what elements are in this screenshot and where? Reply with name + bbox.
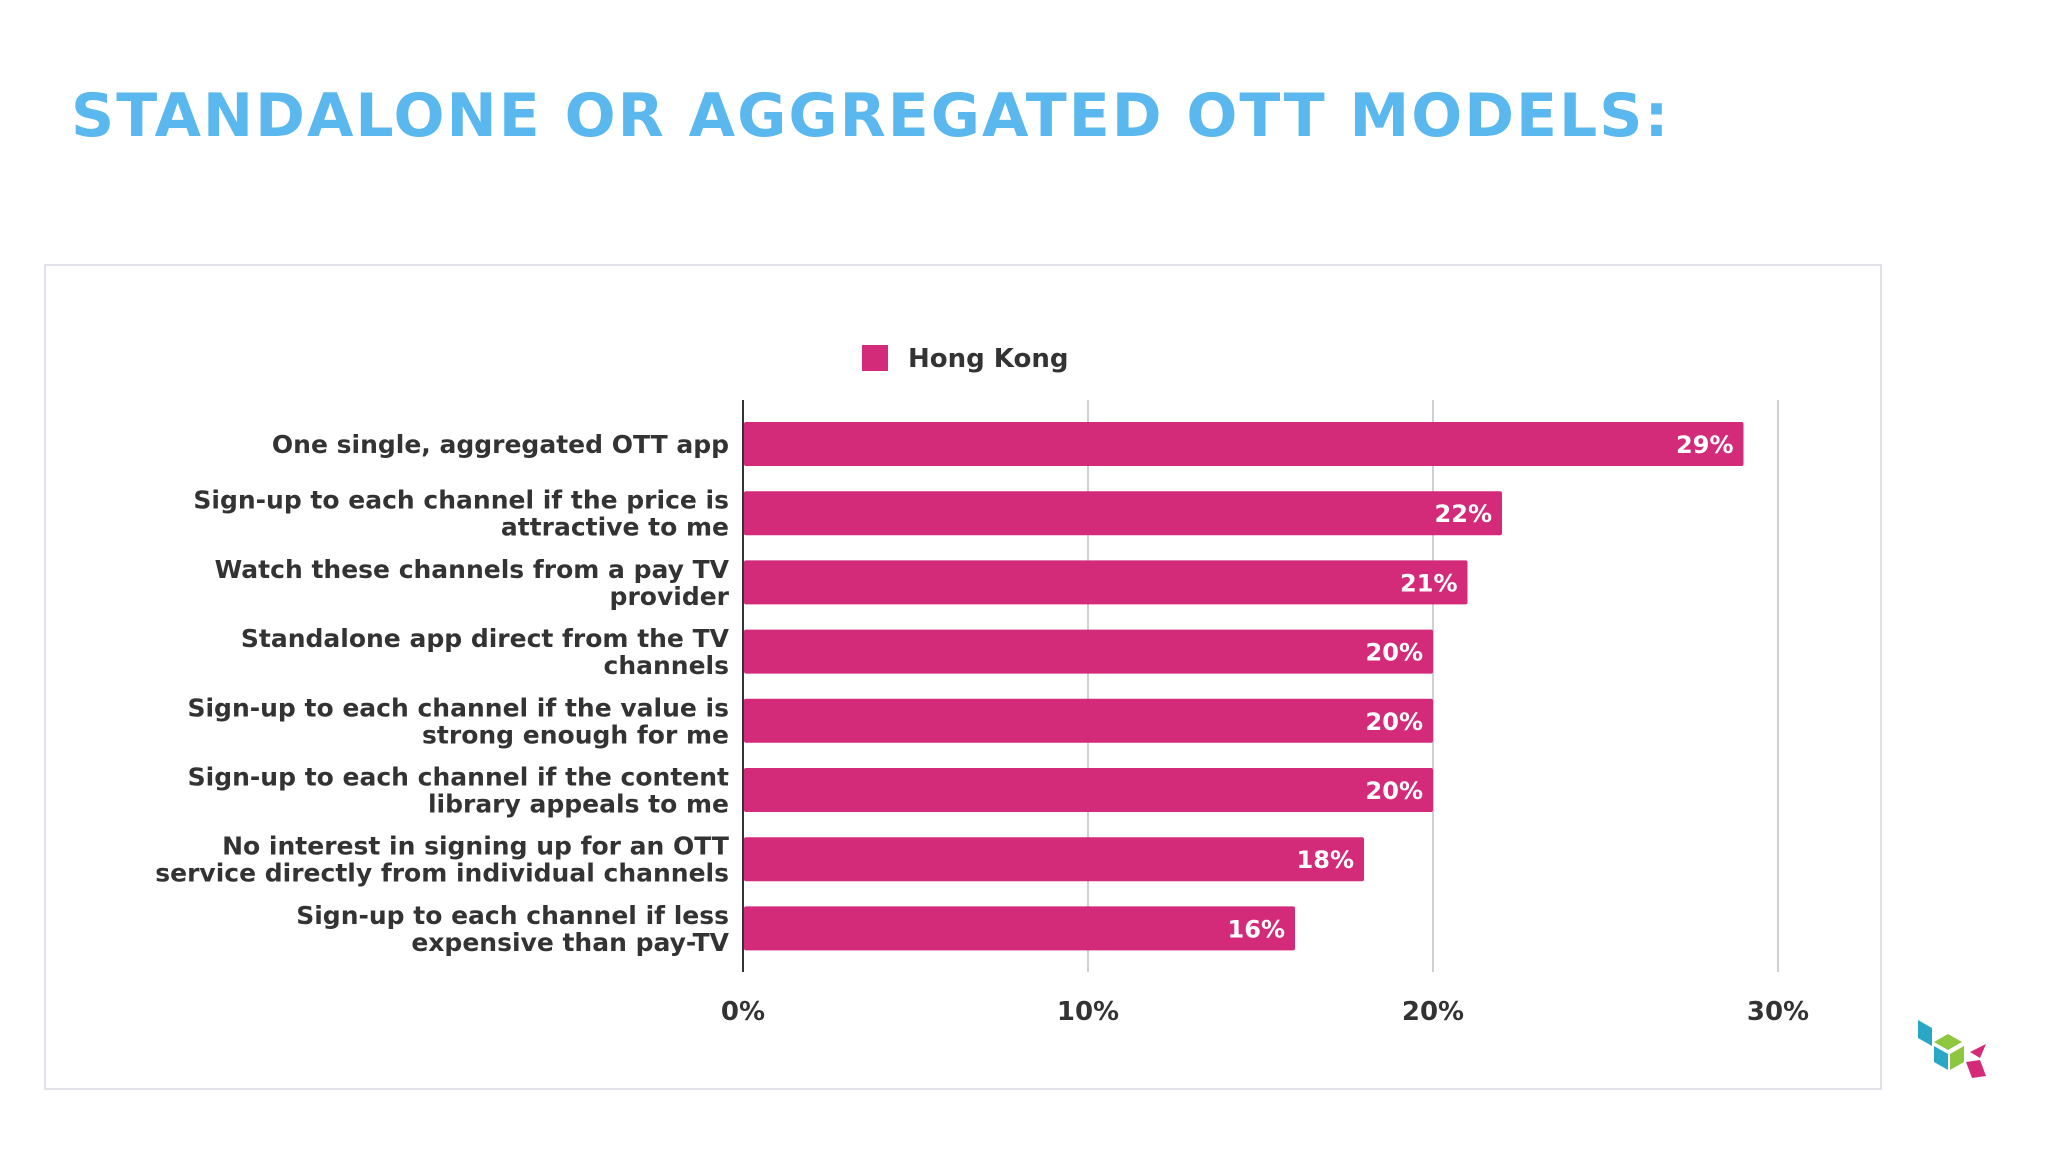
bar-value-label: 16%: [1228, 915, 1285, 943]
x-tick-label: 20%: [1402, 997, 1464, 1027]
bar-value-label: 20%: [1366, 708, 1423, 736]
legend-label: Hong Kong: [908, 344, 1068, 374]
bar-chart: Hong Kong One single, aggregated OTT app…: [155, 344, 1809, 1027]
company-logo-icon: [1918, 1020, 1986, 1078]
category-label: Watch these channels from a pay TV provid…: [215, 555, 730, 611]
category-label: No interest in signing up for an OTT serv…: [155, 832, 729, 888]
bar: [744, 629, 1433, 674]
bar: [744, 491, 1502, 536]
category-label: Sign-up to each channel if less expensive…: [296, 901, 729, 957]
category-label: Sign-up to each channel if the content li…: [188, 763, 729, 819]
category-labels: One single, aggregated OTT app Sign-up to…: [155, 430, 729, 957]
slide-title: STANDALONE OR AGGREGATED OTT MODELS:: [71, 81, 1671, 151]
bar-value-label: 18%: [1297, 846, 1354, 874]
x-tick-label: 0%: [721, 997, 765, 1027]
bar-value-label: 29%: [1676, 431, 1733, 459]
bar: [744, 837, 1364, 882]
bar: [744, 560, 1468, 605]
category-label: Sign-up to each channel if the value is s…: [187, 693, 729, 749]
category-label: Standalone app direct from the TV channel…: [241, 624, 730, 680]
x-tick-label: 10%: [1057, 997, 1119, 1027]
bar: [744, 768, 1433, 812]
category-label: One single, aggregated OTT app: [272, 430, 729, 459]
bars: 29% 22% 21% 20% 20% 20% 18% 16%: [744, 422, 1744, 951]
bar: [744, 698, 1433, 743]
category-label: Sign-up to each channel if the price is a…: [193, 486, 729, 542]
x-axis-ticks: 0% 10% 20% 30%: [721, 997, 1809, 1027]
legend-swatch: [862, 345, 888, 371]
bar-value-label: 20%: [1366, 639, 1423, 667]
bar-value-label: 20%: [1366, 777, 1423, 805]
gridlines: [742, 400, 1779, 972]
chart-legend: Hong Kong: [862, 344, 1068, 374]
bar-value-label: 21%: [1400, 569, 1457, 597]
bar-value-label: 22%: [1435, 500, 1492, 528]
x-tick-label: 30%: [1747, 997, 1809, 1027]
bar: [744, 906, 1295, 951]
bar: [744, 422, 1744, 466]
chart-frame: Hong Kong One single, aggregated OTT app…: [44, 264, 1882, 1090]
